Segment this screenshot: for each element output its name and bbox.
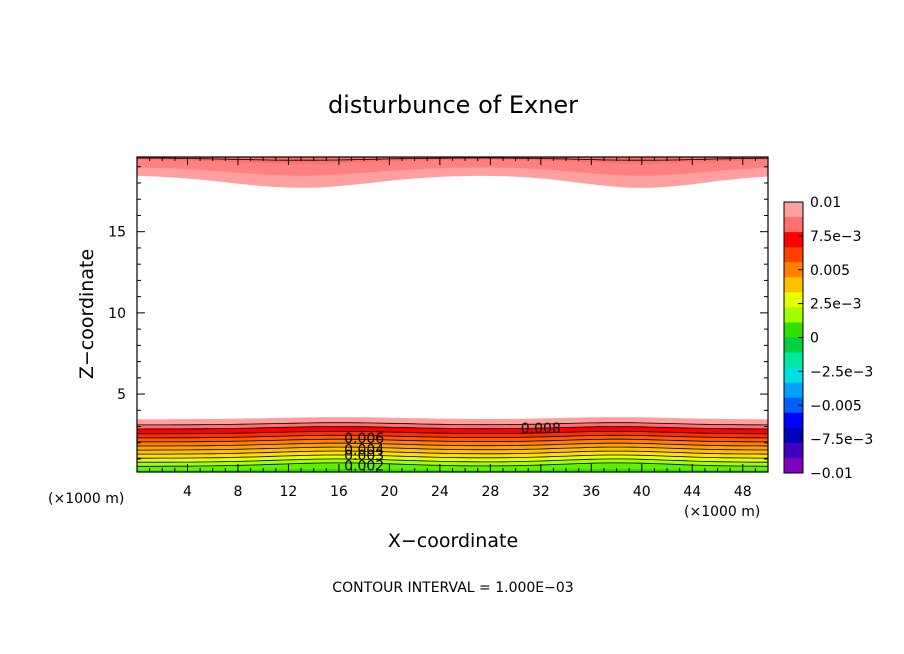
contour-band-upper-2 [137,157,768,164]
colorbar-swatch [784,442,803,459]
colorbar-swatch [784,262,803,278]
contour-label-4: 0.002 [344,459,384,475]
colorbar-swatch [784,292,803,308]
contour-label-0: 0.008 [521,421,561,437]
contour-line-lower-8 [137,450,768,455]
contour-line-lower-4 [137,434,768,439]
y-axis-label: Z−coordinate [76,249,98,379]
colorbar-swatch [784,307,803,323]
x-unit-left: (×1000 m) [48,491,124,507]
colorbar-swatch [784,427,803,444]
colorbar-swatch [784,217,803,233]
chart-title: disturbunce of Exner [328,91,578,119]
contour-label-3: 0.003 [344,448,384,464]
contour-line-lower-9 [137,454,768,459]
colorbar-label: 0.01 [810,195,841,211]
contour-line-lower-1 [137,422,768,426]
y-tick-label: 10 [108,306,126,322]
x-tick-label: 12 [280,484,298,500]
colorbar-swatch [784,352,803,369]
colorbar-label: −7.5e−3 [810,432,873,448]
colorbar-swatch [784,277,803,293]
colorbar-swatch [784,412,803,429]
contour-line-lower-7 [137,446,768,451]
colorbar-label: 0 [810,331,819,347]
colorbar-label: −0.01 [810,466,853,482]
x-tick-label: 8 [233,484,242,500]
colorbar-swatch [784,322,803,338]
y-axis-ticks: 5 10 15 [108,166,768,460]
x-tick-label: 40 [633,484,651,500]
x-axis-label: X−coordinate [388,530,518,552]
colorbar-swatch [784,337,803,353]
colorbar-swatch [784,457,803,474]
x-tick-label: 20 [380,484,398,500]
contour-line-lower-6 [137,442,768,447]
x-tick-label: 24 [431,484,449,500]
colorbar-label: 2.5e−3 [810,297,862,313]
colorbar-swatch [784,247,803,263]
colorbar-swatch [784,202,803,218]
x-tick-label: 36 [582,484,600,500]
x-tick-label: 4 [183,484,192,500]
x-tick-label: 44 [683,484,701,500]
colorbar-swatch [784,232,803,248]
colorbar-label: 0.005 [810,263,850,279]
x-tick-label: 28 [481,484,499,500]
x-unit-right: (×1000 m) [684,504,760,520]
x-axis-ticks: 4 8 12 16 20 24 28 32 36 40 44 48 [149,157,756,500]
y-tick-label: 5 [117,387,126,403]
y-tick-label: 15 [108,225,126,241]
contour-line-lower-11 [137,462,768,467]
contour-label-1: 0.006 [344,431,384,447]
contour-line-lower-2 [137,426,768,430]
x-tick-label: 32 [532,484,550,500]
contour-line-lower-5 [137,438,768,443]
colorbar-swatch [784,397,803,414]
contour-label-2: 0.004 [344,442,384,458]
colorbar-label: −0.005 [810,398,862,414]
colorbar-label: −2.5e−3 [810,364,873,380]
contour-interval-note: CONTOUR INTERVAL = 1.000E−03 [332,580,573,596]
x-tick-label: 16 [330,484,348,500]
colorbar-swatch [784,382,803,399]
colorbar-swatch [784,367,803,384]
colorbar: 0.01 7.5e−3 0.005 2.5e−3 0 −2.5e−3 −0.005 −7.5e… [783,195,873,482]
x-tick-label: 48 [734,484,752,500]
contour-line-lower-3 [137,430,768,435]
colorbar-label: 7.5e−3 [810,229,862,245]
contour-line-lower-10 [137,458,768,463]
